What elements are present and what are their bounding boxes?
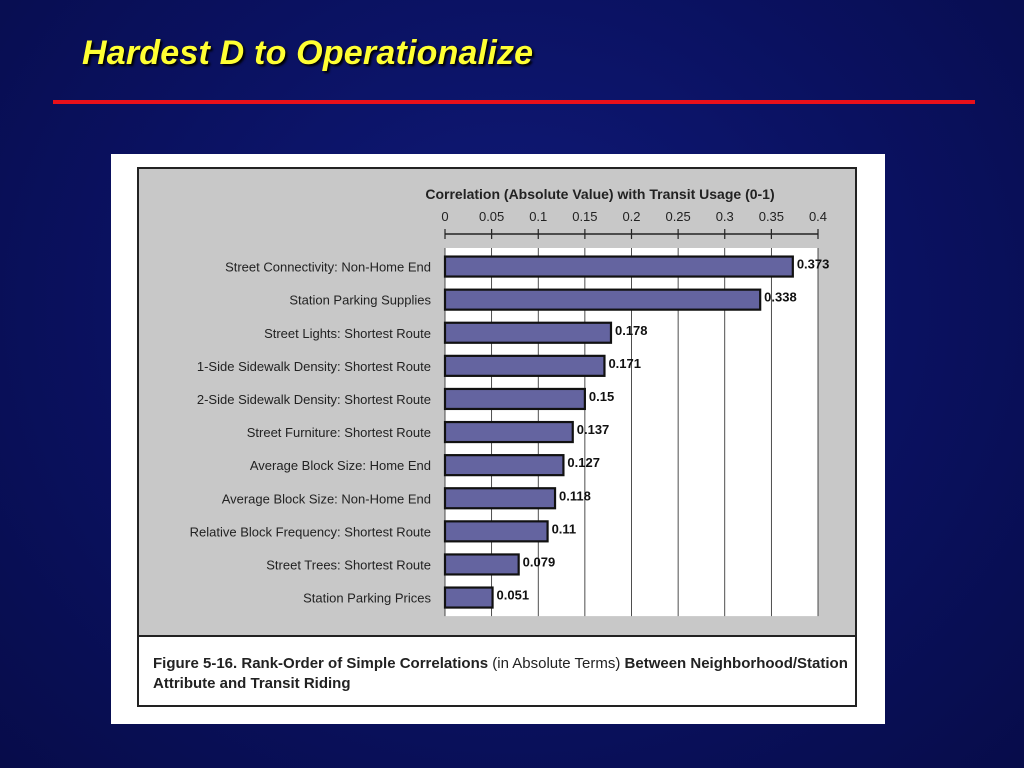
- bar: [443, 321, 613, 344]
- x-tick-label: 0.2: [622, 209, 640, 224]
- chart-title: Correlation (Absolute Value) with Transi…: [425, 186, 774, 202]
- category-label: Street Lights: Shortest Route: [264, 326, 431, 341]
- category-label: Street Trees: Shortest Route: [266, 557, 431, 572]
- value-label: 0.178: [615, 323, 648, 338]
- bar: [443, 520, 549, 543]
- x-tick-label: 0.35: [759, 209, 784, 224]
- bar: [443, 387, 586, 411]
- value-label: 0.11: [552, 521, 577, 536]
- x-tick-label: 0.1: [529, 209, 547, 224]
- x-tick-label: 0.25: [665, 209, 690, 224]
- bar: [443, 288, 762, 311]
- x-tick-label: 0.3: [716, 209, 734, 224]
- value-label: 0.137: [577, 422, 610, 437]
- category-label: Station Parking Prices: [303, 591, 431, 606]
- category-label: Station Parking Supplies: [289, 293, 431, 308]
- bar: [443, 487, 557, 510]
- bars: [443, 255, 794, 609]
- slide-title: Hardest D to Operationalize: [82, 34, 534, 72]
- figure-caption: Figure 5-16. Rank-Order of Simple Correl…: [153, 654, 853, 694]
- figure-card: Correlation (Absolute Value) with Transi…: [111, 154, 885, 724]
- x-axis-ticks: 0 0.05 0.1 0.15 0.2 0.25 0.3 0.35 0.4: [441, 209, 827, 239]
- category-label: 2-Side Sidewalk Density: Shortest Route: [197, 392, 431, 407]
- x-tick-label: 0.4: [809, 209, 827, 224]
- correlation-bar-chart: Correlation (Absolute Value) with Transi…: [137, 167, 857, 707]
- x-tick-label: 0.15: [572, 209, 597, 224]
- category-label: Average Block Size: Home End: [250, 458, 431, 473]
- bar: [443, 420, 574, 444]
- x-tick-label: 0.05: [479, 209, 504, 224]
- value-label: 0.171: [608, 356, 641, 371]
- bar: [443, 454, 565, 477]
- category-label: Street Connectivity: Non-Home End: [225, 260, 431, 275]
- category-label: Average Block Size: Non-Home End: [222, 491, 431, 506]
- value-label: 0.15: [589, 389, 614, 404]
- caption-text-2: (in Absolute Terms): [492, 655, 621, 672]
- category-label: Street Furniture: Shortest Route: [247, 425, 431, 440]
- caption-text-3: Between Neighborhood/Station Attribute a…: [153, 655, 848, 692]
- value-label: 0.127: [567, 455, 600, 470]
- category-labels: Street Connectivity: Non-Home End Station…: [190, 260, 432, 606]
- bar: [443, 586, 494, 609]
- caption-text-1: Figure 5-16. Rank-Order of Simple Correl…: [153, 655, 493, 672]
- title-divider: [53, 100, 975, 104]
- category-label: 1-Side Sidewalk Density: Shortest Route: [197, 359, 431, 374]
- x-tick-label: 0: [441, 209, 448, 224]
- value-label: 0.051: [497, 588, 530, 603]
- value-label: 0.338: [764, 290, 797, 305]
- value-labels: 0.373 0.338 0.178 0.171 0.15 0.137 0.127 0.118 0…: [497, 257, 830, 603]
- bar: [443, 553, 520, 576]
- value-label: 0.079: [523, 554, 556, 569]
- value-label: 0.118: [559, 488, 591, 503]
- bar: [443, 255, 794, 278]
- value-label: 0.373: [797, 257, 830, 272]
- category-label: Relative Block Frequency: Shortest Route: [190, 524, 431, 539]
- bar: [443, 354, 606, 377]
